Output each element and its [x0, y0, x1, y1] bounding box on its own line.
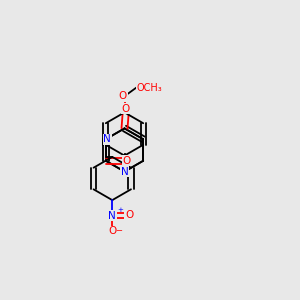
Text: −: −	[115, 226, 122, 235]
Text: OCH₃: OCH₃	[136, 82, 162, 93]
Text: N: N	[121, 167, 128, 177]
Text: O: O	[119, 91, 127, 101]
Text: O: O	[125, 210, 133, 220]
Text: O: O	[122, 103, 130, 113]
Text: +: +	[118, 207, 124, 213]
Text: O: O	[123, 156, 131, 166]
Text: O: O	[108, 226, 116, 236]
Text: N: N	[108, 211, 116, 221]
Text: N: N	[121, 167, 128, 177]
Text: N: N	[103, 134, 111, 144]
